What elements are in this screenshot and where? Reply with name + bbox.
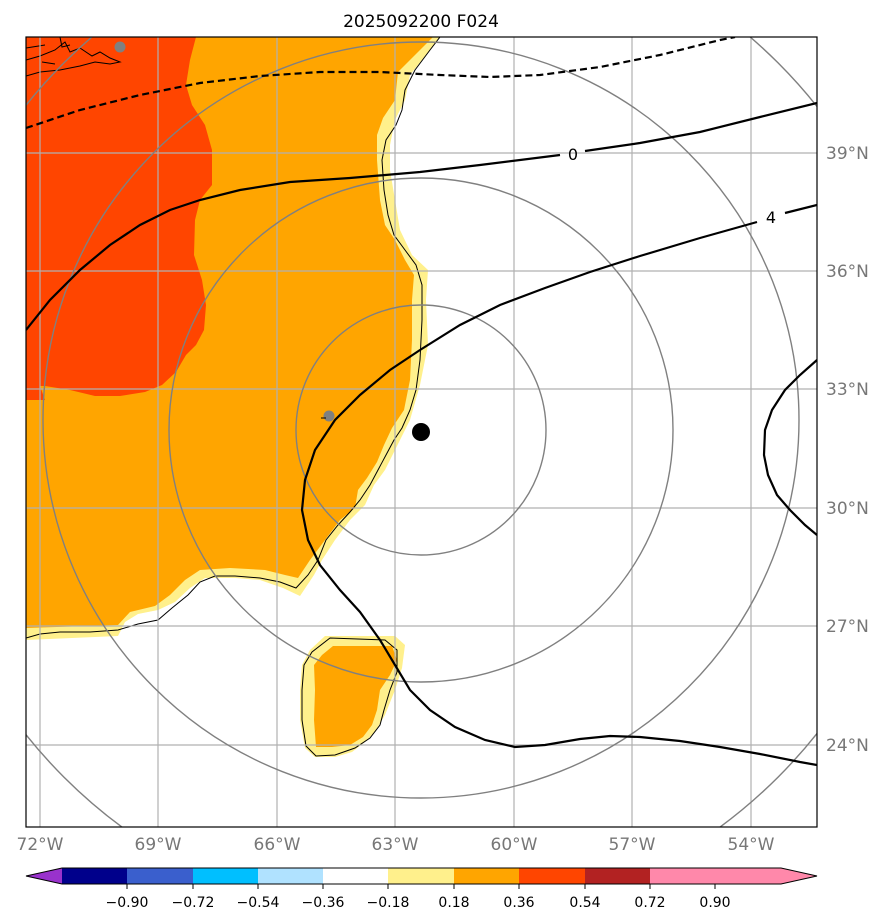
storm-center-marker bbox=[412, 423, 430, 441]
contour-dashed bbox=[26, 37, 736, 130]
lat-label: 24°N bbox=[826, 736, 869, 756]
lat-label: 36°N bbox=[826, 262, 869, 282]
colorbar-tick-label: 0.18 bbox=[438, 895, 469, 911]
colorbar-segment bbox=[454, 868, 519, 884]
coastline-north-2 bbox=[26, 37, 71, 65]
contour-label-zero: 0 bbox=[568, 145, 578, 164]
lon-label: 63°W bbox=[372, 835, 419, 855]
coastline-north bbox=[26, 41, 122, 77]
colorbar-extend-left bbox=[26, 868, 62, 884]
colorbar-tick-label: −0.72 bbox=[172, 895, 215, 911]
lon-label: 54°W bbox=[728, 835, 775, 855]
colorbar-tick-label: −0.36 bbox=[302, 895, 345, 911]
contour-label-four: 4 bbox=[766, 208, 776, 227]
lat-label: 27°N bbox=[826, 617, 869, 637]
lat-label: 30°N bbox=[826, 499, 869, 519]
lat-label: 39°N bbox=[826, 144, 869, 164]
lon-label: 60°W bbox=[491, 835, 538, 855]
colorbar-segments bbox=[62, 868, 781, 884]
field-island-orange bbox=[314, 646, 397, 747]
colorbar-ticks bbox=[126, 884, 716, 889]
colorbar-segment bbox=[127, 868, 193, 884]
colorbar-segment bbox=[323, 868, 388, 884]
colorbar-tick-labels: −0.90 −0.72 −0.54 −0.36 −0.18 0.18 0.36 … bbox=[106, 895, 731, 911]
lon-label: 66°W bbox=[254, 835, 301, 855]
figure-title: 2025092200 F024 bbox=[343, 12, 499, 32]
contour-four bbox=[300, 203, 817, 767]
colorbar-tick-label: 0.54 bbox=[569, 895, 600, 911]
colorbar-extend-right bbox=[781, 868, 817, 884]
coastline bbox=[26, 37, 441, 639]
contour-right bbox=[762, 359, 817, 536]
colorbar-segment bbox=[388, 868, 454, 884]
colorbar-segment bbox=[193, 868, 258, 884]
map-frame bbox=[25, 36, 818, 828]
colorbar-tick-label: 0.72 bbox=[634, 895, 665, 911]
colorbar-segment bbox=[650, 868, 715, 884]
lon-label: 69°W bbox=[135, 835, 182, 855]
colorbar: −0.90 −0.72 −0.54 −0.36 −0.18 0.18 0.36 … bbox=[25, 867, 818, 911]
latitude-labels: 39°N 36°N 33°N 30°N 27°N 24°N bbox=[826, 144, 869, 756]
colorbar-segment bbox=[62, 868, 127, 884]
lat-label: 33°N bbox=[826, 380, 869, 400]
grey-point-marker-north bbox=[114, 41, 126, 53]
colorbar-tick-label: −0.54 bbox=[237, 895, 280, 911]
colorbar-tick-label: −0.90 bbox=[106, 895, 149, 911]
colorbar-tick-label: 0.36 bbox=[503, 895, 534, 911]
colorbar-segment bbox=[715, 868, 781, 884]
coastline-island bbox=[301, 637, 398, 757]
colorbar-segment bbox=[519, 868, 585, 884]
colorbar-segment bbox=[585, 868, 650, 884]
colorbar-tick-label: 0.90 bbox=[699, 895, 730, 911]
field-orange-red bbox=[26, 37, 212, 396]
lon-label: 57°W bbox=[609, 835, 656, 855]
contour-zero bbox=[26, 101, 817, 331]
longitude-labels: 72°W 69°W 66°W 63°W 60°W 57°W 54°W bbox=[17, 835, 775, 855]
graticule bbox=[26, 37, 817, 827]
colorbar-outline bbox=[25, 867, 818, 885]
grey-point-marker bbox=[323, 410, 335, 422]
colorbar-segment bbox=[258, 868, 323, 884]
lon-label: 72°W bbox=[17, 835, 64, 855]
colorbar-tick-label: −0.18 bbox=[367, 895, 410, 911]
